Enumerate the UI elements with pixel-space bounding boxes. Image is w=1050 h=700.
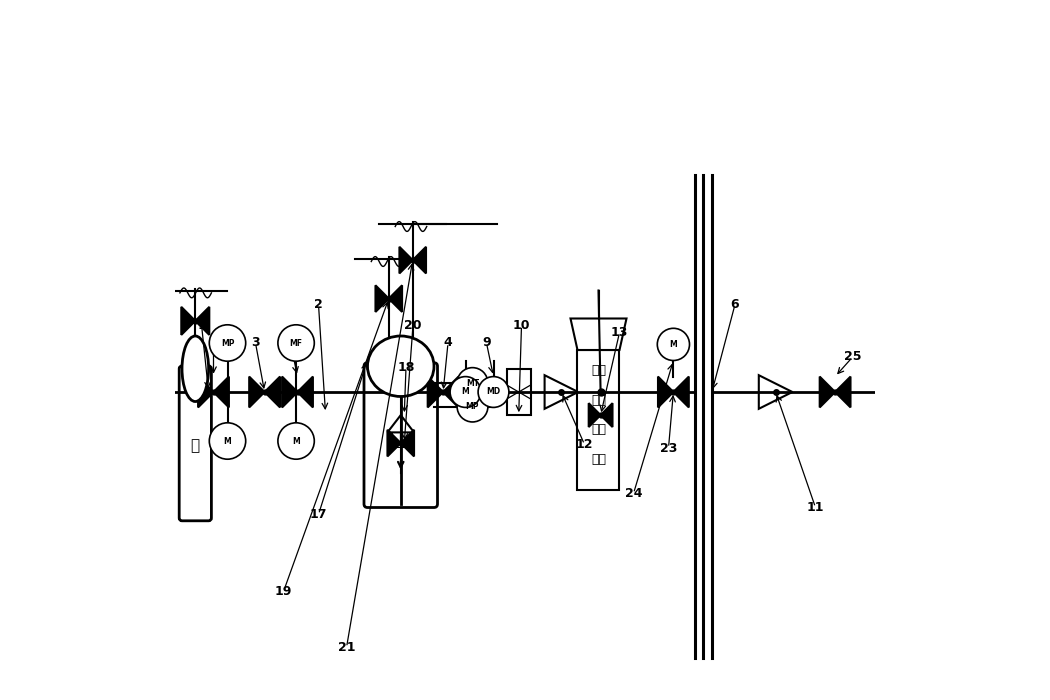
Circle shape — [457, 391, 488, 422]
Polygon shape — [387, 415, 414, 433]
Polygon shape — [195, 307, 209, 335]
Polygon shape — [589, 403, 601, 427]
Text: 7: 7 — [209, 337, 218, 349]
Text: 23: 23 — [659, 442, 677, 454]
Text: 21: 21 — [338, 641, 355, 654]
Polygon shape — [601, 403, 612, 427]
Polygon shape — [443, 377, 459, 407]
Polygon shape — [658, 377, 673, 407]
Polygon shape — [376, 286, 388, 312]
Polygon shape — [399, 247, 413, 274]
Polygon shape — [182, 307, 195, 335]
Text: 4: 4 — [443, 337, 453, 349]
Circle shape — [209, 325, 246, 361]
Text: 12: 12 — [575, 438, 593, 451]
Text: 13: 13 — [611, 326, 628, 339]
Polygon shape — [213, 377, 229, 407]
Circle shape — [657, 328, 690, 360]
Text: MD: MD — [486, 388, 501, 396]
Bar — [507, 369, 530, 415]
Text: M: M — [224, 437, 231, 445]
Text: 2: 2 — [314, 298, 323, 311]
FancyBboxPatch shape — [364, 363, 438, 508]
Polygon shape — [265, 377, 280, 407]
Text: 19: 19 — [275, 585, 292, 598]
Ellipse shape — [182, 336, 209, 402]
Text: 水箱: 水箱 — [390, 431, 412, 449]
Text: 25: 25 — [844, 351, 861, 363]
Circle shape — [478, 377, 509, 407]
Text: 24: 24 — [625, 487, 643, 500]
Polygon shape — [427, 377, 443, 407]
Text: MF: MF — [290, 339, 302, 347]
Ellipse shape — [368, 336, 434, 396]
Text: MP: MP — [466, 402, 479, 411]
Text: 能动: 能动 — [591, 365, 606, 377]
Circle shape — [209, 423, 246, 459]
Polygon shape — [297, 377, 313, 407]
Polygon shape — [282, 377, 297, 407]
Text: 20: 20 — [404, 319, 422, 332]
Polygon shape — [387, 430, 401, 456]
Circle shape — [278, 325, 314, 361]
Polygon shape — [249, 377, 265, 407]
Polygon shape — [388, 286, 402, 312]
Polygon shape — [545, 375, 579, 409]
Polygon shape — [413, 247, 426, 274]
Polygon shape — [835, 377, 850, 407]
Text: 1: 1 — [197, 319, 206, 332]
Text: 系统: 系统 — [591, 453, 606, 466]
Text: MT: MT — [466, 379, 479, 388]
Polygon shape — [673, 377, 689, 407]
Text: 9: 9 — [482, 337, 490, 349]
Text: 堆腔: 堆腔 — [591, 394, 606, 407]
Text: 11: 11 — [806, 501, 824, 514]
Text: 3: 3 — [251, 337, 259, 349]
Text: 6: 6 — [731, 298, 739, 311]
Polygon shape — [759, 375, 793, 409]
Text: M: M — [670, 340, 677, 349]
Text: 注水: 注水 — [591, 424, 606, 436]
Text: 8: 8 — [287, 337, 295, 349]
Text: 18: 18 — [397, 361, 415, 374]
Text: M: M — [292, 437, 300, 445]
FancyBboxPatch shape — [180, 366, 211, 521]
Circle shape — [278, 423, 314, 459]
Polygon shape — [198, 377, 213, 407]
Polygon shape — [570, 318, 627, 350]
Polygon shape — [401, 430, 414, 456]
Text: 器: 器 — [191, 438, 200, 453]
Text: MP: MP — [220, 339, 234, 347]
Text: 10: 10 — [512, 319, 530, 332]
Text: M: M — [462, 388, 469, 396]
Circle shape — [450, 377, 481, 407]
Bar — [578, 350, 619, 490]
Text: 17: 17 — [310, 508, 328, 521]
Circle shape — [457, 368, 488, 398]
Polygon shape — [820, 377, 835, 407]
